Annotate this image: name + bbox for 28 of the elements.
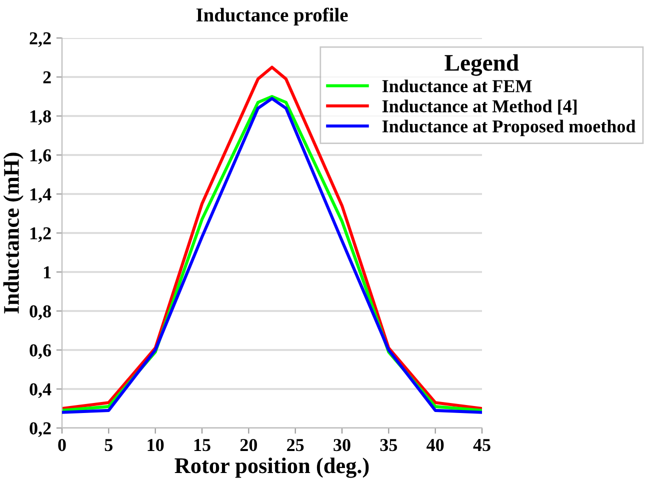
x-tick-label: 10 <box>148 438 164 452</box>
y-tick-label: 0,4 <box>30 383 52 398</box>
y-tick-label: 0,6 <box>30 344 52 360</box>
y-tick-label: 2 <box>43 71 51 84</box>
y-tick-label: 2,2 <box>30 32 51 48</box>
x-tick-label: 15 <box>194 439 210 452</box>
y-tick-label: 1,4 <box>30 188 52 204</box>
legend-title: Legend <box>444 54 519 76</box>
x-tick-label: 45 <box>473 439 490 452</box>
x-tick-label: 0 <box>58 438 66 452</box>
y-tick-label: 0,8 <box>30 305 51 320</box>
x-tick-label: 5 <box>104 439 113 452</box>
x-tick-label: 30 <box>334 438 350 452</box>
x-tick-label: 20 <box>240 438 258 452</box>
legend-label: Inductance at Proposed moethod <box>382 120 636 136</box>
y-tick-label: 1,2 <box>30 227 51 242</box>
x-tick-label: 25 <box>287 438 304 452</box>
x-axis-title: Rotor position (deg.) <box>174 458 369 478</box>
y-tick-label: 0,2 <box>30 422 51 438</box>
y-axis-title: Inductance (mH) <box>3 152 24 314</box>
y-tick-label: 1,8 <box>30 110 51 126</box>
chart-title: Inductance profile <box>196 8 348 26</box>
legend-label: Inductance at Method [4] <box>382 100 577 115</box>
y-tick-label: 1 <box>44 266 51 278</box>
legend-label: Inductance at FEM <box>382 80 532 92</box>
x-tick-label: 35 <box>380 438 398 452</box>
x-tick-label: 40 <box>426 438 444 452</box>
y-tick-label: 1,6 <box>30 149 52 164</box>
